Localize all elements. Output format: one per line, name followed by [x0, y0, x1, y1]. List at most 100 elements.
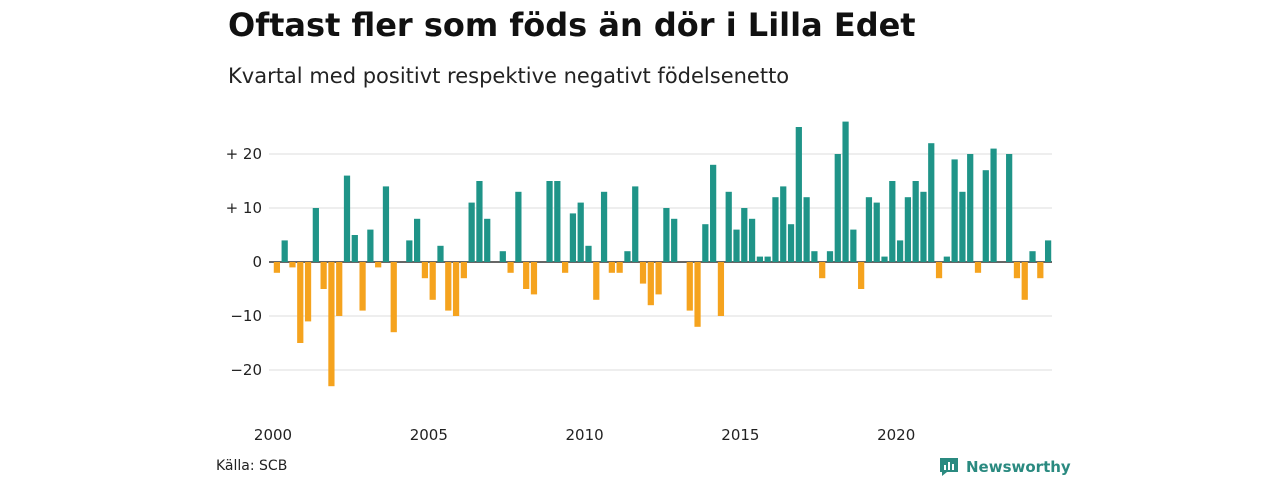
bar-positive: [990, 148, 997, 262]
bar-positive: [951, 159, 958, 262]
bars: [273, 121, 1052, 387]
bar-negative: [655, 262, 662, 295]
bar-negative: [429, 262, 436, 300]
bar-positive: [312, 208, 319, 262]
bar-positive: [803, 197, 810, 262]
bar-positive: [967, 154, 974, 262]
bar-positive: [850, 229, 857, 262]
bar-negative: [819, 262, 826, 279]
bar-positive: [499, 251, 506, 262]
bar-negative: [1037, 262, 1044, 279]
bar-positive: [671, 218, 678, 262]
bar-positive: [795, 127, 802, 262]
bar-positive: [741, 208, 748, 262]
bar-positive: [842, 121, 849, 262]
bar-negative: [273, 262, 281, 273]
y-tick-label: −20: [230, 361, 262, 379]
x-tick-label: 2015: [721, 426, 759, 444]
bar-positive: [406, 240, 413, 262]
bar-positive: [546, 181, 553, 262]
bar-positive: [351, 235, 358, 262]
bar-positive: [600, 191, 608, 262]
bar-negative: [616, 262, 623, 273]
x-tick-label: 2005: [410, 426, 448, 444]
bar-positive: [437, 245, 444, 262]
bar-positive: [982, 170, 989, 262]
bar-positive: [585, 245, 592, 262]
bar-negative: [647, 262, 654, 306]
bar-negative: [336, 262, 343, 316]
bar-positive: [343, 175, 351, 262]
brand-name: Newsworthy: [966, 458, 1071, 476]
bar-positive: [756, 256, 763, 262]
bar-negative: [593, 262, 600, 300]
bar-positive: [959, 191, 966, 262]
bar-positive: [811, 251, 818, 262]
bar-negative: [639, 262, 647, 284]
x-tick-label: 2010: [566, 426, 604, 444]
x-tick-label: 2020: [877, 426, 915, 444]
bar-negative: [297, 262, 304, 343]
bar-positive: [725, 191, 732, 262]
bar-negative: [375, 262, 382, 268]
newsworthy-logo-icon: [940, 458, 958, 476]
bar-negative: [289, 262, 296, 268]
bar-negative: [694, 262, 701, 327]
bar-positive: [577, 202, 584, 262]
source-note: Källa: SCB: [216, 458, 288, 474]
bar-negative: [304, 262, 312, 322]
y-tick-label: + 20: [226, 145, 262, 163]
bar-negative: [858, 262, 865, 289]
bar-negative: [974, 262, 982, 273]
bar-positive: [702, 224, 709, 262]
y-tick-label: 0: [252, 253, 262, 271]
bar-negative: [530, 262, 538, 295]
bar-positive: [896, 240, 904, 262]
bar-positive: [904, 197, 911, 262]
bar-negative: [452, 262, 460, 316]
bar-positive: [834, 154, 841, 262]
bar-negative: [1013, 262, 1021, 279]
bar-positive: [943, 256, 950, 262]
bar-positive: [414, 218, 421, 262]
bar-positive: [772, 197, 779, 262]
bar-negative: [608, 262, 615, 273]
bar-negative: [320, 262, 327, 289]
bar-positive: [484, 218, 491, 262]
bar-positive: [889, 181, 896, 262]
bar-negative: [445, 262, 452, 311]
bar-negative: [1021, 262, 1028, 300]
bar-positive: [764, 256, 771, 262]
bar-positive: [881, 256, 888, 262]
bar-positive: [367, 229, 374, 262]
chart-title: Oftast fler som föds än dör i Lilla Edet: [228, 6, 916, 44]
bar-positive: [632, 186, 639, 262]
x-tick-label: 2000: [254, 426, 292, 444]
bar-negative: [686, 262, 693, 311]
bar-negative: [328, 262, 335, 387]
bar-positive: [476, 181, 483, 262]
bar-positive: [787, 224, 795, 262]
bar-negative: [562, 262, 569, 273]
bar-positive: [1044, 240, 1052, 262]
bar-positive: [554, 181, 561, 262]
y-tick-label: −10: [230, 307, 262, 325]
bar-positive: [1006, 154, 1013, 262]
bar-positive: [748, 218, 756, 262]
y-axis-labels: + 20 + 10 0 −10 −20: [226, 145, 262, 379]
chart-subtitle: Kvartal med positivt respektive negativt…: [228, 64, 790, 88]
bar-positive: [515, 191, 522, 262]
bar-negative: [507, 262, 514, 273]
x-axis-labels: 2000 2005 2010 2015 2020: [254, 426, 915, 444]
bar-positive: [710, 164, 717, 262]
bar-positive: [281, 240, 288, 262]
bar-positive: [780, 186, 787, 262]
bar-positive: [382, 186, 390, 262]
bar-negative: [935, 262, 943, 279]
bar-negative: [390, 262, 397, 333]
bar-negative: [717, 262, 725, 316]
bar-positive: [624, 251, 631, 262]
bar-positive: [912, 181, 919, 262]
bar-positive: [826, 251, 834, 262]
